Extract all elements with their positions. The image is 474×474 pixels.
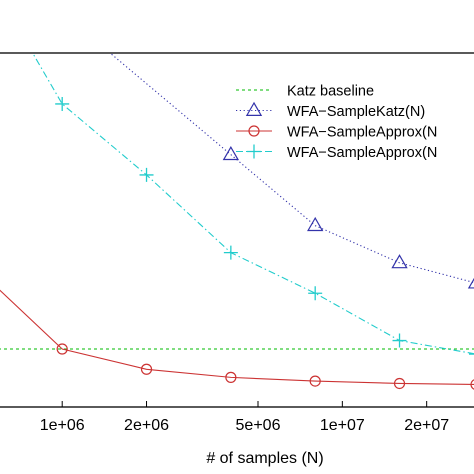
series-4 — [32, 53, 474, 355]
data-point — [469, 353, 474, 355]
data-point — [307, 216, 324, 232]
series-line — [0, 289, 474, 386]
data-point — [55, 96, 70, 111]
x-tick-label: 1e+06 — [40, 417, 85, 434]
data-point — [308, 286, 323, 301]
x-tick-label: 5e+06 — [236, 417, 281, 434]
legend-entry: Katz baseline — [236, 84, 374, 100]
data-point — [309, 375, 321, 387]
data-point — [393, 377, 406, 390]
plot-frame — [0, 52, 474, 408]
legend-entry: WFA−SampleApprox(N — [236, 144, 437, 161]
legend-entry: WFA−SampleKatz(N) — [236, 101, 425, 120]
legend-label: WFA−SampleApprox(N — [287, 145, 437, 161]
x-tick-label: 1e+07 — [320, 417, 365, 434]
data-point — [140, 363, 153, 375]
series-line — [109, 53, 474, 284]
data-point — [56, 343, 68, 355]
legend-label: Katz baseline — [287, 84, 374, 100]
data-point — [467, 277, 474, 289]
data-point — [391, 254, 408, 269]
data-point — [392, 333, 407, 348]
legend: Katz baseline WFA−SampleKatz(N) WFA−Sample… — [236, 84, 437, 161]
legend-label: WFA−SampleApprox(N — [287, 125, 437, 141]
data-point — [222, 145, 240, 161]
legend-entry: WFA−SampleApprox(N — [236, 125, 437, 141]
x-axis-label: # of samples (N) — [206, 450, 323, 467]
data-point — [225, 371, 237, 383]
x-tick-label: 2e+07 — [404, 417, 449, 434]
data-point — [470, 379, 474, 390]
series-3 — [0, 289, 474, 390]
legend-marker — [248, 125, 260, 137]
legend-marker — [245, 101, 263, 116]
series-2 — [109, 53, 474, 289]
legend-marker — [247, 144, 261, 159]
legend-label: WFA−SampleKatz(N) — [287, 104, 425, 120]
data-point — [139, 167, 154, 182]
data-point — [223, 245, 238, 260]
x-tick-label: 2e+06 — [124, 417, 169, 434]
